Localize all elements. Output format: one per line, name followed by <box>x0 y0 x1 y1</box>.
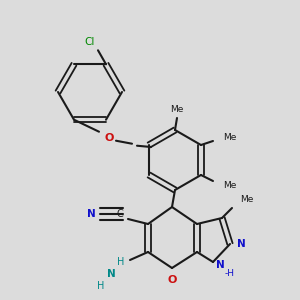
Text: N: N <box>237 239 246 249</box>
Text: N: N <box>87 209 96 219</box>
Text: O: O <box>104 133 114 143</box>
Text: -H: -H <box>225 269 235 278</box>
Text: N: N <box>106 269 116 279</box>
Text: N: N <box>216 260 225 270</box>
Text: H: H <box>117 257 125 267</box>
Text: Me: Me <box>170 106 184 115</box>
Text: Me: Me <box>223 133 236 142</box>
Text: Me: Me <box>240 196 253 205</box>
Text: H: H <box>97 281 105 291</box>
Text: Cl: Cl <box>85 37 95 47</box>
Text: O: O <box>167 275 177 285</box>
Text: Me: Me <box>223 181 236 190</box>
Text: C: C <box>116 209 123 219</box>
